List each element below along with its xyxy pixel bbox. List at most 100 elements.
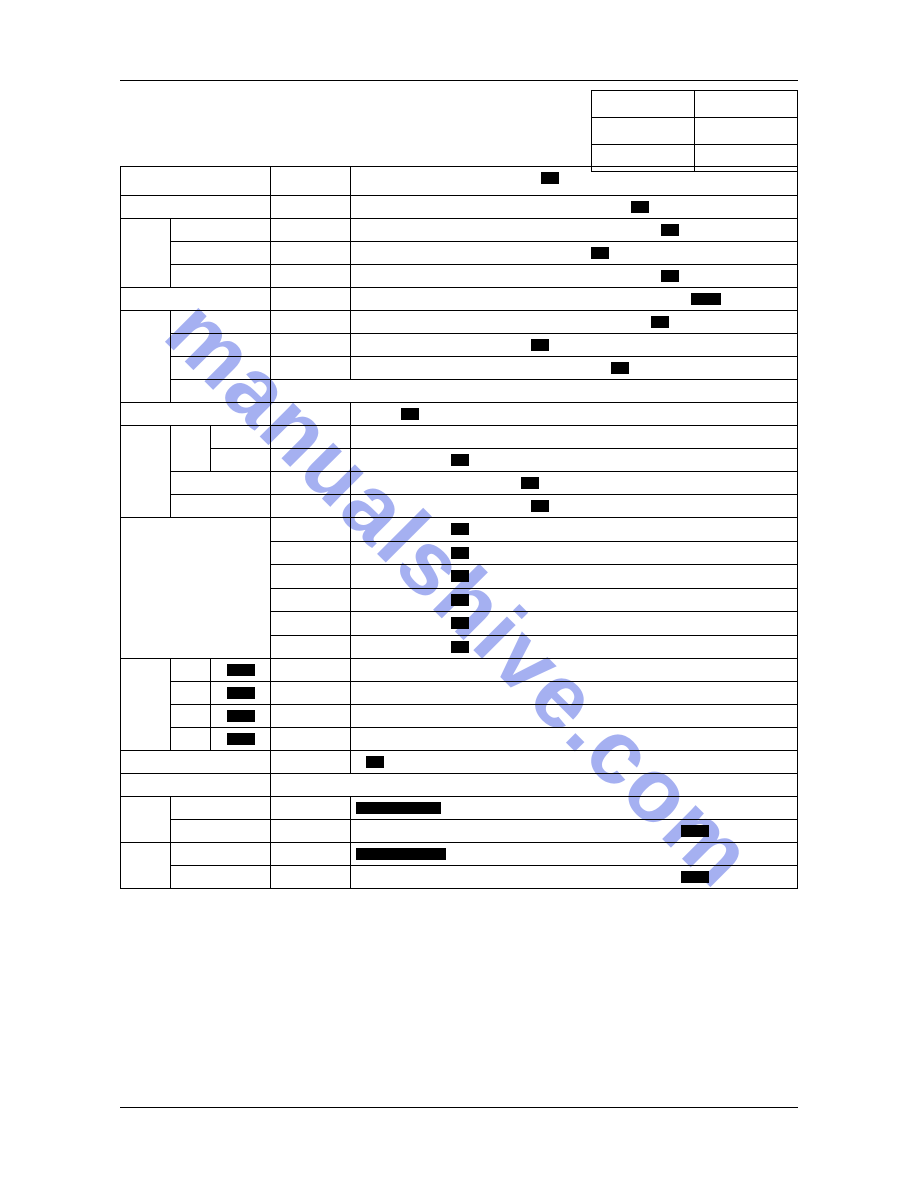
table-cell xyxy=(211,705,271,728)
redaction-mark xyxy=(531,339,549,351)
table-cell xyxy=(271,705,351,728)
table-cell xyxy=(351,242,798,265)
table-row xyxy=(121,774,798,797)
table-cell xyxy=(121,751,271,774)
table-cell xyxy=(121,426,171,518)
redaction-mark xyxy=(631,201,649,213)
table-row xyxy=(121,682,798,705)
table-cell xyxy=(121,167,271,196)
table-cell xyxy=(351,682,798,705)
table-cell xyxy=(271,426,351,449)
table-cell xyxy=(271,843,351,866)
redaction-mark xyxy=(451,523,469,535)
table-row xyxy=(121,403,798,426)
table-cell xyxy=(271,774,798,797)
table-cell xyxy=(351,167,798,196)
redaction-mark xyxy=(521,477,539,489)
redaction-mark xyxy=(451,547,469,559)
table-cell xyxy=(271,728,351,751)
table-cell xyxy=(351,518,798,542)
footer-rule xyxy=(120,1107,798,1108)
redaction-mark xyxy=(366,756,384,768)
table-cell xyxy=(171,380,271,403)
table-cell xyxy=(271,403,351,426)
top-rule xyxy=(120,80,798,81)
table-cell xyxy=(351,426,798,449)
header-cell xyxy=(592,91,695,118)
main-table xyxy=(120,166,798,889)
table-row xyxy=(121,705,798,728)
table-row xyxy=(121,380,798,403)
table-cell xyxy=(171,426,211,472)
table-row xyxy=(121,728,798,751)
table-cell xyxy=(271,196,351,219)
table-cell xyxy=(351,357,798,380)
table-cell xyxy=(271,334,351,357)
table-cell xyxy=(121,403,271,426)
table-row xyxy=(121,265,798,288)
table-cell xyxy=(271,565,351,589)
redaction-mark xyxy=(451,617,469,629)
table-cell xyxy=(171,219,271,242)
table-cell xyxy=(351,288,798,311)
table-cell xyxy=(171,311,271,334)
table-cell xyxy=(351,635,798,659)
table-row xyxy=(121,288,798,311)
table-cell xyxy=(171,659,211,682)
content-area xyxy=(120,80,798,889)
redaction-mark xyxy=(356,802,441,814)
table-cell xyxy=(171,682,211,705)
table-cell xyxy=(271,242,351,265)
table-cell xyxy=(171,472,271,495)
redaction-mark xyxy=(681,825,709,837)
table-row xyxy=(121,242,798,265)
table-cell xyxy=(351,311,798,334)
table-cell xyxy=(271,588,351,612)
table-cell xyxy=(171,265,271,288)
table-cell xyxy=(351,866,798,889)
table-cell xyxy=(171,728,211,751)
table-cell xyxy=(271,541,351,565)
redaction-mark xyxy=(451,594,469,606)
table-cell xyxy=(121,288,271,311)
table-cell xyxy=(351,659,798,682)
redaction-mark xyxy=(227,733,255,745)
table-cell xyxy=(171,797,271,820)
redaction-mark xyxy=(451,454,469,466)
table-cell xyxy=(271,167,351,196)
table-cell xyxy=(351,265,798,288)
table-row xyxy=(121,751,798,774)
table-cell xyxy=(121,843,171,889)
table-row xyxy=(121,472,798,495)
table-cell xyxy=(171,242,271,265)
table-row xyxy=(121,357,798,380)
redaction-mark xyxy=(691,293,721,305)
table-cell xyxy=(351,751,798,774)
table-cell xyxy=(211,682,271,705)
table-cell xyxy=(351,334,798,357)
table-cell xyxy=(351,843,798,866)
table-cell xyxy=(171,820,271,843)
table-cell xyxy=(271,219,351,242)
table-cell xyxy=(271,659,351,682)
redaction-mark xyxy=(661,224,679,236)
table-cell xyxy=(271,495,351,518)
table-cell xyxy=(271,820,351,843)
table-cell xyxy=(351,403,798,426)
table-cell xyxy=(171,495,271,518)
table-cell xyxy=(271,682,351,705)
redaction-mark xyxy=(681,871,709,883)
redaction-mark xyxy=(451,570,469,582)
table-cell xyxy=(351,612,798,636)
table-cell xyxy=(271,449,351,472)
table-cell xyxy=(211,426,271,449)
table-cell xyxy=(171,843,271,866)
table-cell xyxy=(121,518,271,659)
table-row xyxy=(121,659,798,682)
table-cell xyxy=(351,449,798,472)
table-cell xyxy=(171,357,271,380)
redaction-mark xyxy=(651,316,669,328)
table-cell xyxy=(351,820,798,843)
table-cell xyxy=(121,659,171,751)
table-cell xyxy=(211,659,271,682)
